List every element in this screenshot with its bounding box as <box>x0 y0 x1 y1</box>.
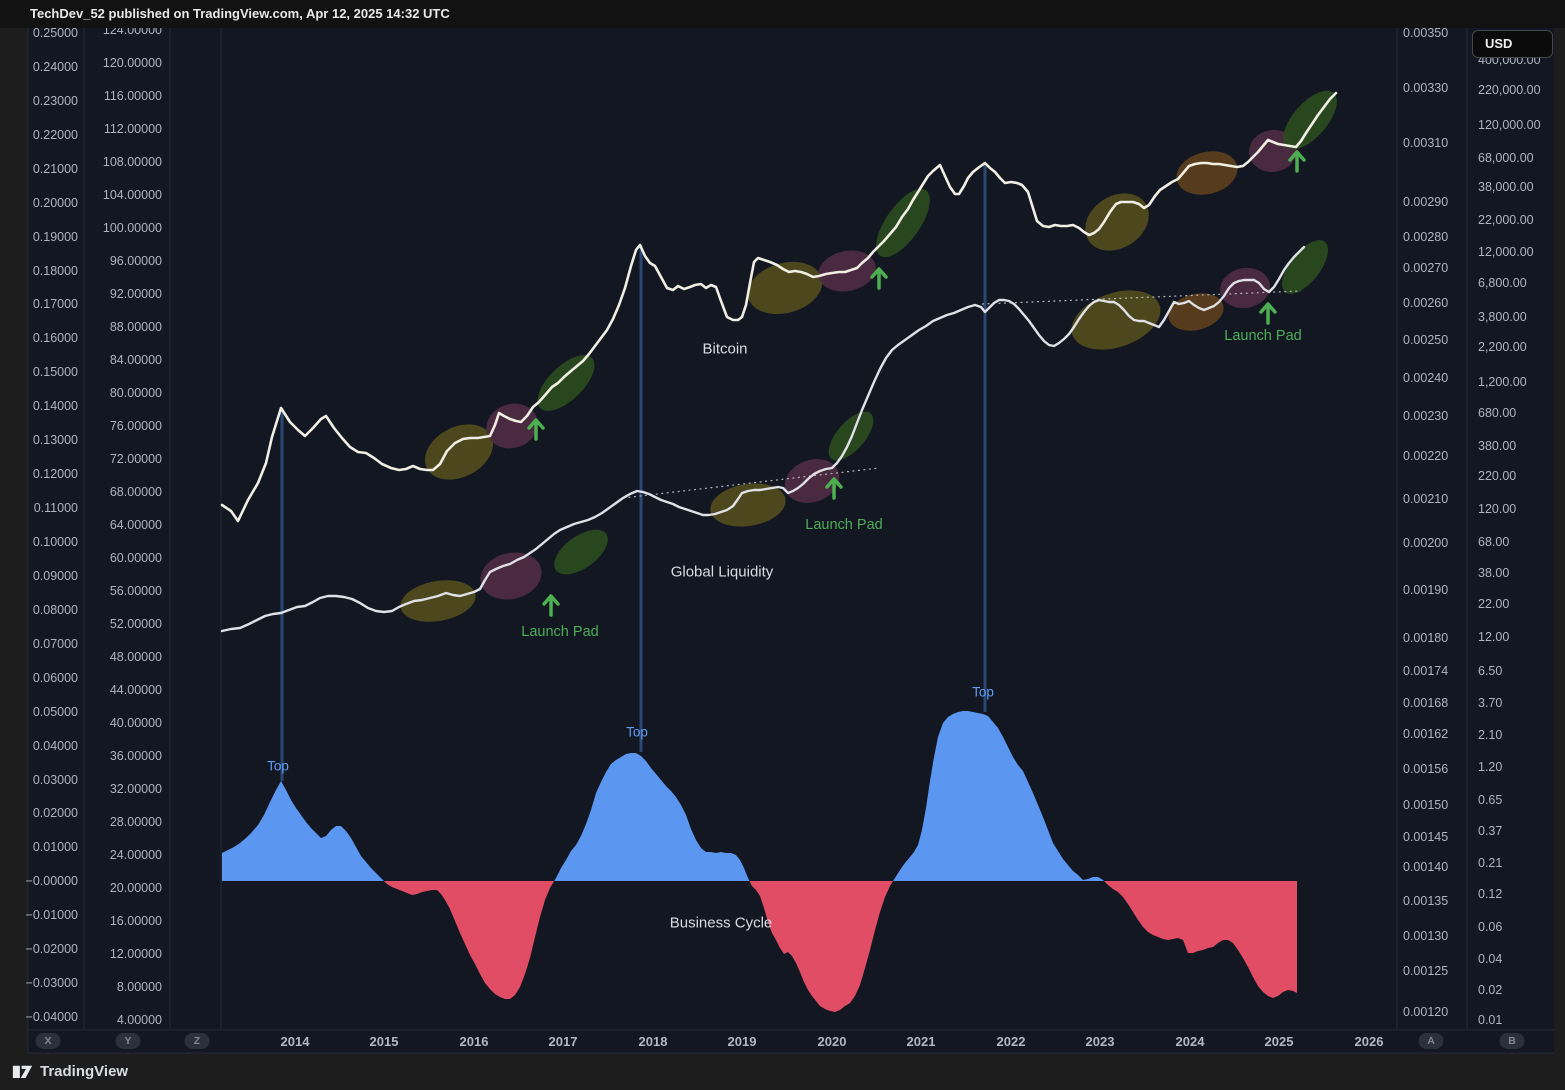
launch-pad-arrow-icon <box>1259 302 1277 325</box>
launch-pad-arrow-icon <box>1288 150 1306 173</box>
top-annotation-2014: Top <box>267 758 289 774</box>
time-axis-tick: 2017 <box>548 1034 578 1049</box>
cycle-phase-ellipse <box>876 188 930 258</box>
dotted-trendline <box>981 290 1302 305</box>
time-axis-tick: 2025 <box>1264 1034 1294 1049</box>
global-liquidity-series-label: Global Liquidity <box>670 563 774 581</box>
cycle-phase-ellipse <box>710 483 786 527</box>
launch-pad-annotation-2020: Launch Pad <box>805 517 883 533</box>
launch-pad-annotation-2016: Launch Pad <box>521 624 599 640</box>
cycle-phase-ellipse <box>400 580 476 622</box>
tradingview-logo-icon <box>12 1065 33 1078</box>
launch-pad-arrow-icon <box>825 477 843 500</box>
launch-pad-arrow-icon <box>542 594 560 617</box>
dotted-trendline <box>622 467 880 499</box>
scale-button-a[interactable]: A <box>1418 1033 1444 1049</box>
tradingview-footer[interactable]: TradingView <box>12 1059 128 1083</box>
business-cycle-positive-area <box>222 711 1297 881</box>
time-axis-tick: 2015 <box>369 1034 399 1049</box>
scale-button-b[interactable]: B <box>1499 1033 1525 1049</box>
scale-button-z[interactable]: Z <box>184 1033 210 1049</box>
time-axis-tick: 2023 <box>1085 1034 1115 1049</box>
tradingview-footer-brand: TradingView <box>40 1062 129 1080</box>
business-cycle-series-label: Business Cycle <box>669 914 773 932</box>
launch-pad-arrow-icon <box>870 267 888 290</box>
scale-button-y[interactable]: Y <box>115 1033 141 1049</box>
time-axis-tick: 2021 <box>906 1034 936 1049</box>
cycle-phase-ellipse <box>1176 151 1238 195</box>
time-axis-tick: 2022 <box>996 1034 1026 1049</box>
bitcoin-line <box>220 91 1338 523</box>
time-axis-tick: 2024 <box>1175 1034 1205 1049</box>
global-liquidity-line <box>220 245 1306 633</box>
time-axis-tick: 2020 <box>817 1034 847 1049</box>
cycle-phase-ellipse <box>1071 290 1161 350</box>
cycle-phase-ellipse <box>1085 193 1149 251</box>
top-annotation-2018: Top <box>626 724 648 740</box>
time-axis-tick: 2018 <box>638 1034 668 1049</box>
publish-header: TechDev_52 published on TradingView.com,… <box>0 0 1565 28</box>
launch-pad-arrow-icon <box>527 418 545 441</box>
cycle-phase-ellipse <box>1282 240 1328 294</box>
cycle-phase-ellipse <box>1220 267 1270 309</box>
business-cycle-negative-area <box>222 881 1297 1012</box>
time-axis-tick: 2014 <box>280 1034 310 1049</box>
cycle-phase-ellipse <box>537 355 595 411</box>
time-axis-tick: 2019 <box>727 1034 757 1049</box>
time-axis-tick: 2026 <box>1354 1034 1384 1049</box>
time-axis-tick: 2016 <box>459 1034 489 1049</box>
cycle-phase-ellipse <box>1283 90 1337 150</box>
top-annotation-2021: Top <box>972 684 994 700</box>
currency-toggle-button[interactable]: USD <box>1472 30 1553 58</box>
cycle-phase-ellipse <box>554 529 608 575</box>
cycle-phase-ellipse <box>480 552 542 600</box>
publish-title: TechDev_52 published on TradingView.com,… <box>30 6 450 21</box>
bitcoin-series-label: Bitcoin <box>702 340 748 358</box>
cycle-phase-ellipse <box>747 261 823 315</box>
launch-pad-annotation-2024: Launch Pad <box>1224 328 1302 344</box>
scale-button-x[interactable]: X <box>35 1033 61 1049</box>
